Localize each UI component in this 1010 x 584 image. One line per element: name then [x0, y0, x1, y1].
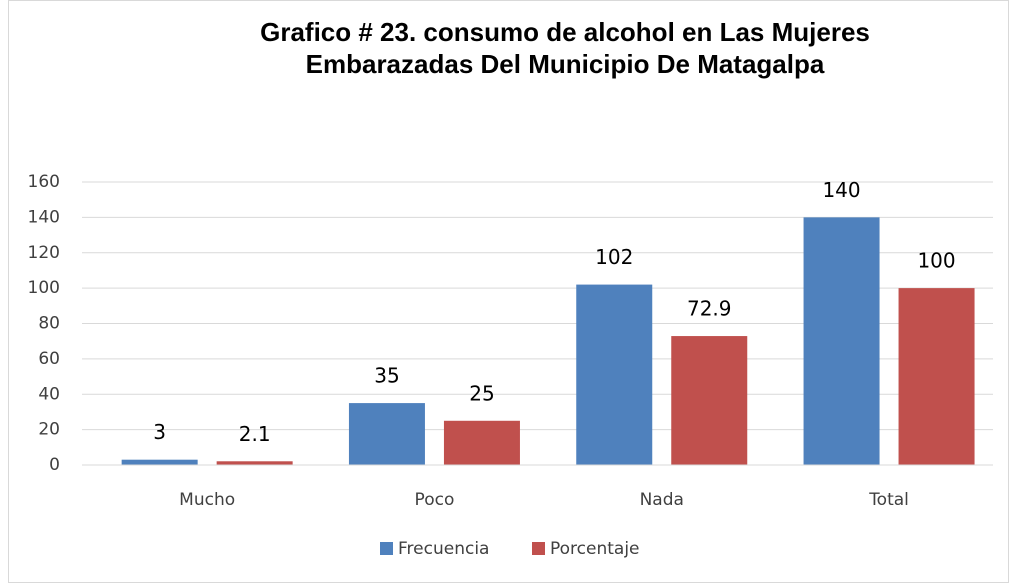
y-tick-label: 100: [28, 278, 60, 298]
bar: [803, 217, 880, 465]
y-tick-label: 20: [38, 420, 60, 440]
bar: [121, 459, 198, 465]
y-tick-label: 160: [28, 172, 60, 192]
bar: [348, 403, 425, 465]
bar: [216, 461, 293, 465]
chart-title: Grafico # 23. consumo de alcohol en Las …: [260, 17, 870, 79]
x-tick-label: Poco: [415, 490, 455, 510]
data-label: 140: [822, 178, 860, 202]
x-tick-label: Mucho: [179, 490, 235, 510]
y-tick-label: 120: [28, 243, 60, 263]
data-label: 2.1: [239, 422, 271, 446]
bar: [671, 336, 748, 465]
y-tick-label: 40: [38, 384, 60, 404]
legend-label: Frecuencia: [398, 539, 489, 559]
legend-swatch: [380, 542, 393, 555]
data-label: 35: [374, 364, 399, 388]
y-tick-label: 60: [38, 349, 60, 369]
y-tick-label: 140: [28, 207, 60, 227]
data-label: 72.9: [687, 297, 732, 321]
legend-swatch: [532, 542, 545, 555]
bar: [576, 284, 653, 465]
legend-label: Porcentaje: [550, 539, 640, 559]
x-tick-label: Total: [868, 490, 909, 510]
data-label: 3: [153, 420, 166, 444]
data-label: 25: [469, 381, 494, 405]
bar: [898, 288, 975, 465]
data-label: 100: [917, 249, 955, 273]
bar: [443, 420, 520, 465]
y-tick-label: 80: [38, 314, 60, 334]
x-tick-label: Nada: [640, 490, 684, 510]
y-tick-label: 0: [49, 455, 60, 475]
chart-border: [8, 0, 1009, 583]
data-label: 102: [595, 245, 633, 269]
